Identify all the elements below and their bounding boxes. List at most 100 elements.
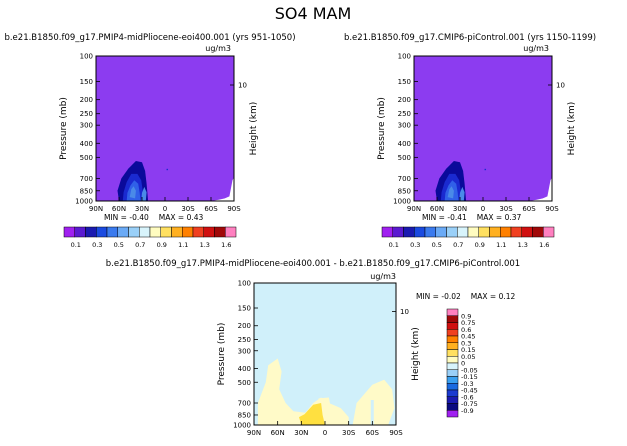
colorbar-label: 0.75 xyxy=(461,319,475,327)
x-tick-label: 60N xyxy=(271,429,285,437)
field-background xyxy=(96,56,234,201)
x-tick-label: 60S xyxy=(522,205,536,213)
colorbar-top: 0.1 0.3 0.5 0.7 0.9 1.1 1.3 1.6 0.1 0.3 0.5 0.7 0.9 1… xyxy=(63,226,555,249)
colorbar-label: 1.1 xyxy=(496,241,506,249)
colorbar-swatch xyxy=(96,226,108,238)
colorbar-label: 0.3 xyxy=(92,241,102,249)
min-max-label: MIN = -0.41 MAX = 0.37 xyxy=(422,213,521,222)
y-axis-label-right: Height (km) xyxy=(567,102,577,156)
colorbar-label: 0.9 xyxy=(461,312,471,320)
y-tick-label: 700 xyxy=(238,400,251,408)
colorbar-swatch xyxy=(543,226,555,238)
colorbar-swatch xyxy=(225,226,237,238)
colorbar-swatch xyxy=(160,226,172,238)
colorbar-swatch xyxy=(446,396,459,404)
min-value: -0.02 xyxy=(441,292,461,301)
colorbar-swatch xyxy=(74,226,86,238)
colorbar-swatch xyxy=(214,226,226,238)
x-tick-label: 90N xyxy=(89,205,103,213)
panel-title: b.e21.B1850.f09_g17.PMIP4-midPliocene-eo… xyxy=(4,33,295,43)
x-tick-label: 30N xyxy=(135,205,149,213)
x-tick-label: 60N xyxy=(112,205,126,213)
colorbar-difference: 0.90.750.60.450.30.150.050-0.05-0.15-0.3… xyxy=(446,308,478,418)
colorbar-label: 1.3 xyxy=(200,241,210,249)
contour-region xyxy=(129,186,136,199)
min-label: MIN = xyxy=(416,292,441,301)
missing-data xyxy=(211,177,234,201)
x-tick-label: 90S xyxy=(227,205,241,213)
colorbar-swatch xyxy=(446,322,459,330)
colorbar-swatch xyxy=(521,226,533,238)
x-tick-label: 90S xyxy=(545,205,559,213)
max-label: MAX = xyxy=(471,292,499,301)
colorbar-swatch xyxy=(106,226,118,238)
colorbar-swatch xyxy=(478,226,490,238)
colorbar-swatch xyxy=(117,226,129,238)
x-tick-label: 30S xyxy=(499,205,513,213)
y-tick-label: 400 xyxy=(398,140,411,148)
x-tick-label: 60S xyxy=(366,429,380,437)
x-tick-label: 30N xyxy=(294,429,308,437)
x-tick-label: 60S xyxy=(204,205,218,213)
colorbar-swatch xyxy=(446,356,459,364)
colorbar-label: 0.6 xyxy=(461,326,471,334)
contour-region xyxy=(459,186,465,201)
colorbar-swatch xyxy=(446,383,459,391)
min-max-label: MIN = -0.40 MAX = 0.43 xyxy=(104,213,203,222)
panel-title: b.e21.B1850.f09_g17.PMIP4-midPliocene-eo… xyxy=(106,259,520,269)
y-tick-label: 700 xyxy=(80,175,93,183)
colorbar-swatch xyxy=(435,226,447,238)
y-tick-label: 250 xyxy=(80,110,93,118)
y-tick-label: 1000 xyxy=(393,198,411,206)
colorbar-swatch xyxy=(392,226,404,238)
colorbar-swatch xyxy=(128,226,140,238)
x-tick-label: 0 xyxy=(481,205,485,213)
colorbar-swatch xyxy=(446,226,458,238)
y-axis-label-right: Height (km) xyxy=(411,327,421,381)
colorbar-label: 1.6 xyxy=(221,241,231,249)
min-value: -0.41 xyxy=(447,213,467,222)
min-label: MIN = xyxy=(422,213,447,222)
y-tick-label: 400 xyxy=(238,365,251,373)
x-tick-label: 30S xyxy=(342,429,356,437)
y-axis-label-right: Height (km) xyxy=(249,102,259,156)
y-tick-label: 850 xyxy=(80,187,93,195)
colorbar-label: -0.05 xyxy=(461,366,478,374)
y-tick-label: 300 xyxy=(238,347,251,355)
colorbar-label: -0.9 xyxy=(461,407,474,415)
colorbar-label: 0.1 xyxy=(71,241,81,249)
y-tick-label: 850 xyxy=(238,411,251,419)
y-tick-label: 150 xyxy=(398,78,411,86)
colorbar-swatch xyxy=(381,226,393,238)
colorbar-swatch xyxy=(192,226,204,238)
panel-picontrol: b.e21.B1850.f09_g17.CMIP6-piControl.001 … xyxy=(344,33,596,222)
colorbar-swatch xyxy=(500,226,512,238)
x-tick-label: 30N xyxy=(453,205,467,213)
max-value: 0.37 xyxy=(505,213,522,222)
colorbar-swatch xyxy=(446,329,459,337)
y-axis-label: Pressure (mb) xyxy=(377,97,387,160)
y-tick-label: 200 xyxy=(80,96,93,104)
y-tick-label: 200 xyxy=(238,322,251,330)
x-tick-label: 0 xyxy=(163,205,167,213)
y-tick-label: 1000 xyxy=(75,198,93,206)
colorbar-swatch xyxy=(139,226,151,238)
y-tick-label: 400 xyxy=(80,140,93,148)
contour-region xyxy=(447,186,454,199)
colorbar-label: 1.1 xyxy=(178,241,188,249)
colorbar-label: 0.1 xyxy=(389,241,399,249)
y-tick-label: 700 xyxy=(398,175,411,183)
contour-region xyxy=(370,400,374,425)
colorbar-swatch xyxy=(182,226,194,238)
missing-data xyxy=(529,177,552,201)
x-tick-label: 60N xyxy=(430,205,444,213)
units-label: ug/m3 xyxy=(370,272,396,281)
colorbar-label: 0.9 xyxy=(157,241,167,249)
y-tick-label: 100 xyxy=(80,53,93,61)
colorbar-label: 0.5 xyxy=(114,241,124,249)
colorbar-swatch xyxy=(446,342,459,350)
y-tick-label: 500 xyxy=(398,154,411,162)
colorbar-swatch xyxy=(446,403,459,411)
colorbar-swatch xyxy=(446,389,459,397)
